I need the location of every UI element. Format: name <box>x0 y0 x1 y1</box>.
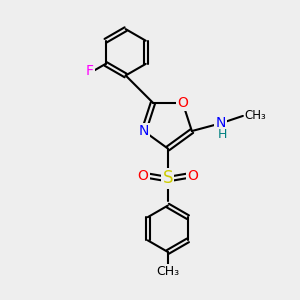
Text: O: O <box>187 169 198 183</box>
Text: H: H <box>218 128 227 141</box>
Text: CH₃: CH₃ <box>244 110 266 122</box>
Text: O: O <box>177 96 188 110</box>
Text: S: S <box>163 169 173 187</box>
Text: F: F <box>85 64 94 78</box>
Text: N: N <box>215 116 226 130</box>
Text: CH₃: CH₃ <box>156 265 179 278</box>
Text: O: O <box>138 169 148 183</box>
Text: N: N <box>139 124 149 138</box>
